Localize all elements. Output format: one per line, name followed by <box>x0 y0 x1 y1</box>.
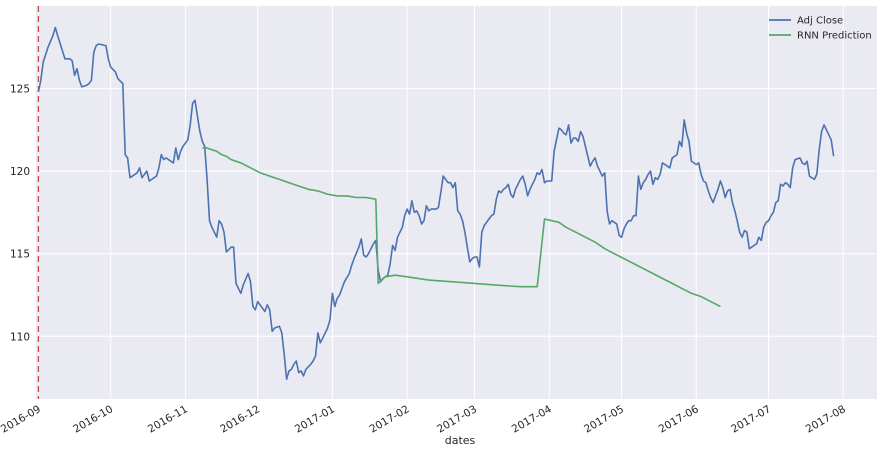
series-line-rnn-prediction <box>202 147 721 308</box>
x-tick-labels: 2016-09 2016-10 2016-11 2016-12 2017-01 2017-… <box>0 403 848 435</box>
y-tick-labels: 110 115 120 125 <box>10 84 30 344</box>
legend: Adj Close RNN Prediction <box>769 16 872 42</box>
x-tick-label: 2017-07 <box>729 403 773 435</box>
x-tick-label: 2017-04 <box>510 403 554 435</box>
y-tick-label: 110 <box>10 331 30 343</box>
x-tick-label: 2016-12 <box>218 403 262 435</box>
grid-lines <box>36 6 877 399</box>
y-tick-label: 120 <box>10 166 30 178</box>
y-tick-label: 115 <box>10 249 30 261</box>
x-tick-label: 2017-03 <box>435 403 479 435</box>
x-tick-label: 2016-09 <box>0 403 43 435</box>
x-axis-label: dates <box>445 434 476 447</box>
x-tick-label: 2016-10 <box>71 403 115 435</box>
x-tick-label: 2017-02 <box>368 403 412 435</box>
x-tick-label: 2016-11 <box>146 403 190 435</box>
series-line-adj-close <box>37 26 835 380</box>
x-tick-label: 2017-08 <box>804 403 848 435</box>
x-tick-label: 2017-05 <box>582 403 626 435</box>
legend-entry-label: RNN Prediction <box>797 31 872 42</box>
x-tick-label: 2017-06 <box>657 403 701 435</box>
series-layer <box>37 26 835 380</box>
legend-entry-label: Adj Close <box>797 16 843 27</box>
y-tick-label: 125 <box>10 84 30 96</box>
x-tick-label: 2017-01 <box>293 403 337 435</box>
